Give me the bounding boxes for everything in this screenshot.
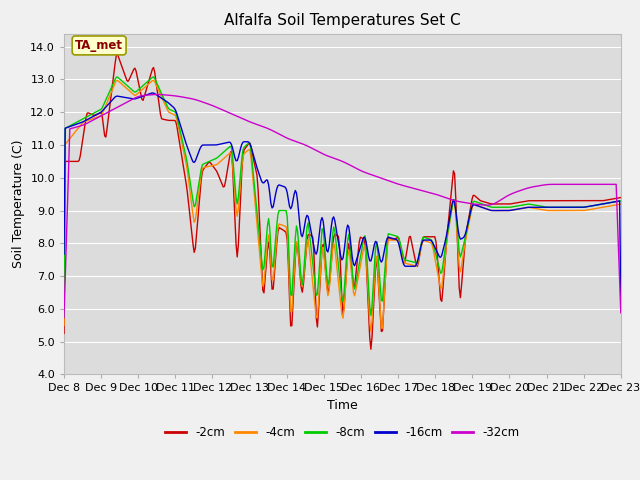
Legend: -2cm, -4cm, -8cm, -16cm, -32cm: -2cm, -4cm, -8cm, -16cm, -32cm	[160, 421, 525, 444]
X-axis label: Time: Time	[327, 399, 358, 412]
Y-axis label: Soil Temperature (C): Soil Temperature (C)	[12, 140, 25, 268]
Title: Alfalfa Soil Temperatures Set C: Alfalfa Soil Temperatures Set C	[224, 13, 461, 28]
Text: TA_met: TA_met	[75, 39, 123, 52]
